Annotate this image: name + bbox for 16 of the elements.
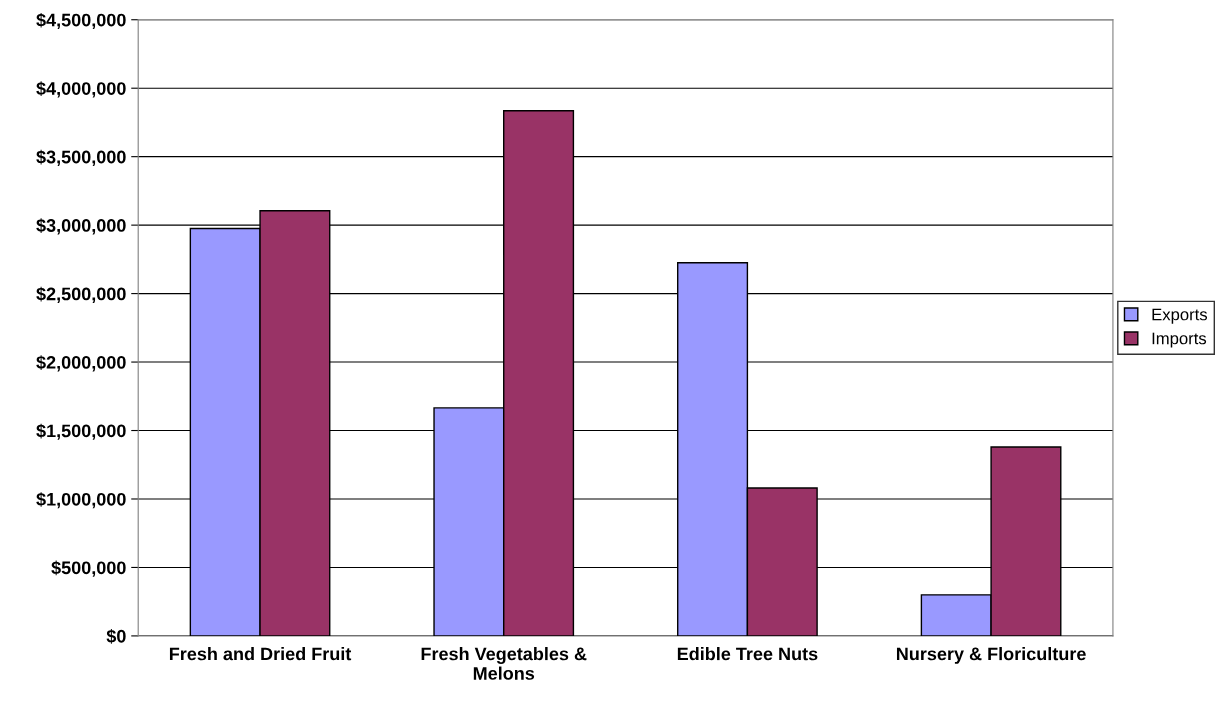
y-tick-label: $2,500,000 [36,286,126,303]
x-tick-label: Edible Tree Nuts [677,647,818,661]
y-tick-label: $2,000,000 [36,355,126,372]
y-tick-label: $0 [106,629,126,644]
y-tick-label: $4,000,000 [36,81,126,98]
x-tick-label: Fresh Vegetables & Melons [421,647,587,680]
y-tick-label: $4,500,000 [36,12,126,30]
y-tick-label: $500,000 [51,560,126,577]
legend-label: Imports [1152,332,1207,348]
legend-label: Exports [1152,308,1208,324]
y-tick-label: $1,500,000 [36,423,126,440]
y-tick-label: $3,000,000 [36,218,126,235]
x-tick-label: Nursery & Floriculture [896,647,1086,664]
y-tick-label: $3,500,000 [36,149,126,166]
y-tick-label: $1,000,000 [36,492,126,509]
x-tick-label: Fresh and Dried Fruit [169,647,352,661]
